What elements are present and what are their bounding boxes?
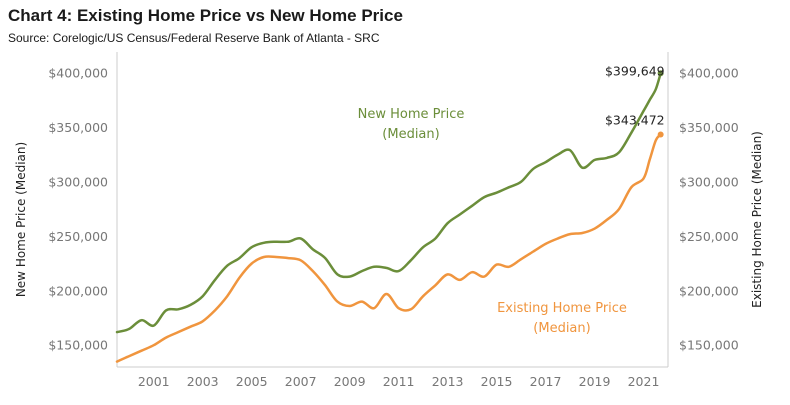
chart-lines — [115, 70, 664, 363]
y-left-tick-label: $400,000 — [48, 65, 108, 80]
x-tick-label: 2005 — [236, 374, 268, 389]
y-right-tick-label: $300,000 — [679, 174, 739, 189]
y-right-tick-label: $400,000 — [679, 65, 739, 80]
series-end-point-1 — [657, 131, 664, 138]
chart-labels: $399,649 New Home Price (Median) $343,472 Ex… — [358, 63, 665, 336]
chart-subtitle: Source: Corelogic/US Census/Federal Rese… — [8, 31, 380, 45]
y-right-tick-label: $250,000 — [679, 229, 739, 244]
series-end-label-0: $399,649 — [605, 63, 665, 78]
x-tick-label: 2013 — [432, 374, 464, 389]
series-annotation-1: (Median) — [533, 321, 590, 336]
x-tick-label: 2001 — [138, 374, 170, 389]
series-end-label-1: $343,472 — [605, 112, 665, 127]
x-tick-label: 2021 — [628, 374, 660, 389]
chart-axes: $150,000 $150,000 $200,000 $200,000 $250,000… — [14, 52, 764, 389]
y-left-tick-label: $300,000 — [48, 174, 108, 189]
series-annotation-0: New Home Price — [358, 107, 465, 122]
x-tick-label: 2015 — [481, 374, 513, 389]
y-left-tick-label: $150,000 — [48, 338, 108, 353]
series-annotation-0: (Median) — [382, 127, 439, 142]
series-line-1 — [115, 133, 662, 363]
x-tick-label: 2003 — [187, 374, 219, 389]
y-left-tick-label: $200,000 — [48, 283, 108, 298]
x-tick-label: 2017 — [530, 374, 562, 389]
y-right-tick-label: $200,000 — [679, 283, 739, 298]
y-right-tick-label: $350,000 — [679, 120, 739, 135]
y-left-tick-label: $350,000 — [48, 120, 108, 135]
y-right-tick-label: $150,000 — [679, 338, 739, 353]
x-tick-label: 2019 — [579, 374, 611, 389]
x-tick-label: 2007 — [285, 374, 317, 389]
x-tick-label: 2011 — [383, 374, 415, 389]
y-left-tick-label: $250,000 — [48, 229, 108, 244]
y-left-axis-title: New Home Price (Median) — [14, 142, 28, 297]
x-tick-label: 2009 — [334, 374, 366, 389]
y-right-axis-title: Existing Home Price (Median) — [750, 131, 764, 308]
chart-title: Chart 4: Existing Home Price vs New Home… — [8, 6, 403, 25]
series-line-0 — [115, 72, 662, 334]
series-end-point-0 — [657, 70, 664, 77]
series-annotation-1: Existing Home Price — [497, 301, 627, 316]
